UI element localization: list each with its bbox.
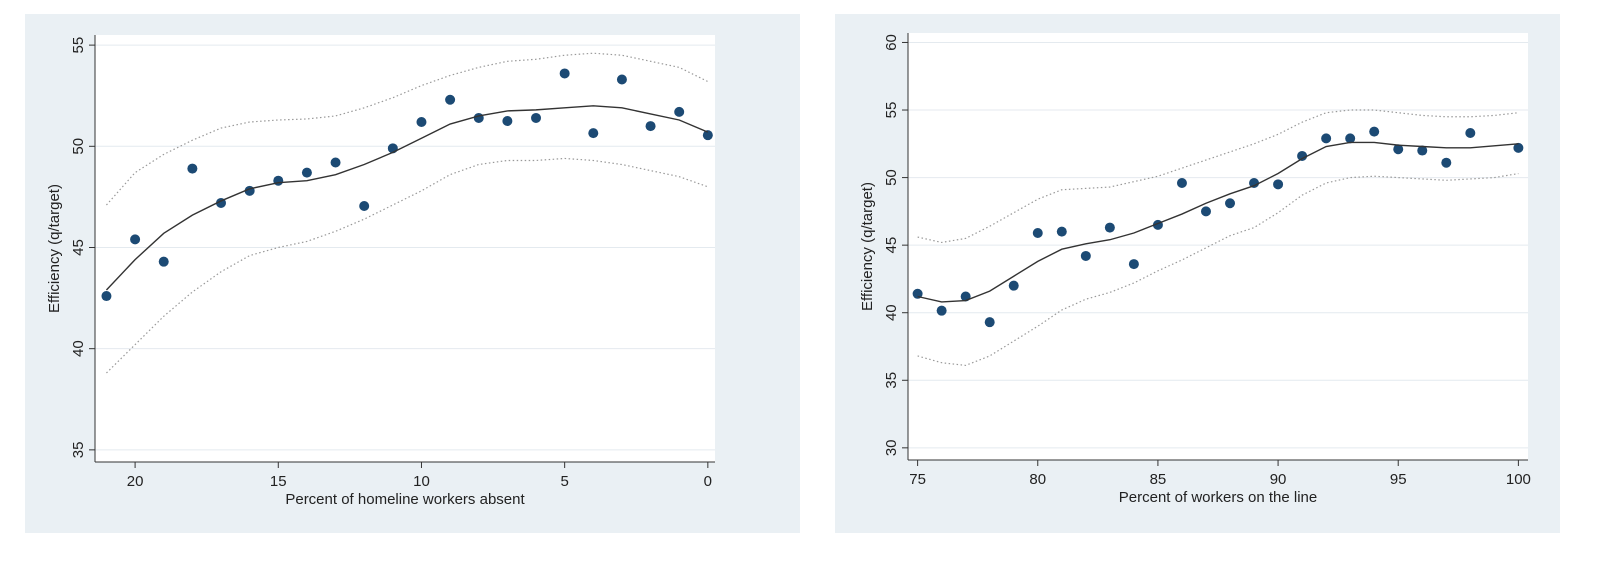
data-point <box>158 256 169 267</box>
data-point <box>473 112 484 123</box>
data-point <box>1321 133 1332 144</box>
data-point <box>445 94 456 105</box>
data-point <box>101 291 112 302</box>
data-point <box>531 112 542 123</box>
data-point <box>1080 250 1091 261</box>
y-tick-label: 45 <box>883 237 900 254</box>
data-point <box>1297 150 1308 161</box>
y-tick-label: 60 <box>883 34 900 51</box>
data-point <box>984 317 995 328</box>
data-point <box>1273 179 1284 190</box>
data-point <box>301 167 312 178</box>
y-tick-label: 40 <box>70 340 87 357</box>
data-point <box>1056 226 1067 237</box>
fit-line <box>105 105 709 291</box>
y-tick-label: 35 <box>70 442 87 459</box>
data-point <box>359 201 370 212</box>
x-tick-label: 10 <box>413 473 430 490</box>
x-tick-label: 0 <box>704 473 712 490</box>
data-point <box>674 106 685 117</box>
y-tick-label: 55 <box>70 37 87 54</box>
y-tick-label: 50 <box>70 138 87 155</box>
data-point <box>1465 127 1476 138</box>
data-point <box>1008 280 1019 291</box>
data-point <box>273 175 284 186</box>
data-point <box>1345 133 1356 144</box>
data-point <box>645 121 656 132</box>
x-tick-label: 75 <box>909 471 926 488</box>
data-point <box>1393 144 1404 155</box>
y-axis-label: Efficiency (q/target) <box>46 184 63 313</box>
data-point <box>416 117 427 128</box>
data-point <box>559 68 570 79</box>
data-point <box>1200 206 1211 217</box>
data-point <box>936 305 947 316</box>
x-tick-label: 20 <box>127 473 144 490</box>
fit-line <box>917 141 1519 303</box>
data-point <box>616 74 627 85</box>
x-tick-label: 100 <box>1506 471 1531 488</box>
plot-area <box>908 33 1528 460</box>
confidence-band <box>106 52 709 206</box>
data-point <box>130 234 141 245</box>
confidence-band <box>917 109 1519 244</box>
data-point <box>1104 222 1115 233</box>
data-point <box>1032 227 1043 238</box>
x-tick-label: 85 <box>1150 471 1167 488</box>
y-tick-label: 30 <box>883 439 900 456</box>
data-point <box>1128 259 1139 270</box>
x-axis-label: Percent of homeline workers absent <box>285 491 525 508</box>
x-tick-label: 15 <box>270 473 287 490</box>
data-point <box>912 288 923 299</box>
y-tick-label: 55 <box>883 102 900 119</box>
data-point <box>588 128 599 139</box>
data-point <box>1513 142 1524 153</box>
data-point <box>187 163 198 174</box>
x-tick-label: 80 <box>1029 471 1046 488</box>
data-point <box>1369 126 1380 137</box>
x-tick-label: 90 <box>1270 471 1287 488</box>
data-point <box>1441 157 1452 168</box>
x-tick-label: 95 <box>1390 471 1407 488</box>
data-point <box>502 116 513 127</box>
data-point <box>1225 198 1236 209</box>
x-tick-label: 5 <box>560 473 568 490</box>
y-tick-label: 35 <box>883 372 900 389</box>
data-point <box>1249 177 1260 188</box>
data-point <box>702 130 713 141</box>
y-tick-label: 40 <box>883 304 900 321</box>
y-tick-label: 45 <box>70 239 87 256</box>
y-axis-label: Efficiency (q/target) <box>859 182 876 311</box>
data-point <box>330 157 341 168</box>
plot-area <box>95 35 715 462</box>
data-point <box>1176 177 1187 188</box>
x-axis-label: Percent of workers on the line <box>1119 489 1317 506</box>
y-tick-label: 50 <box>883 169 900 186</box>
data-point <box>1417 145 1428 156</box>
